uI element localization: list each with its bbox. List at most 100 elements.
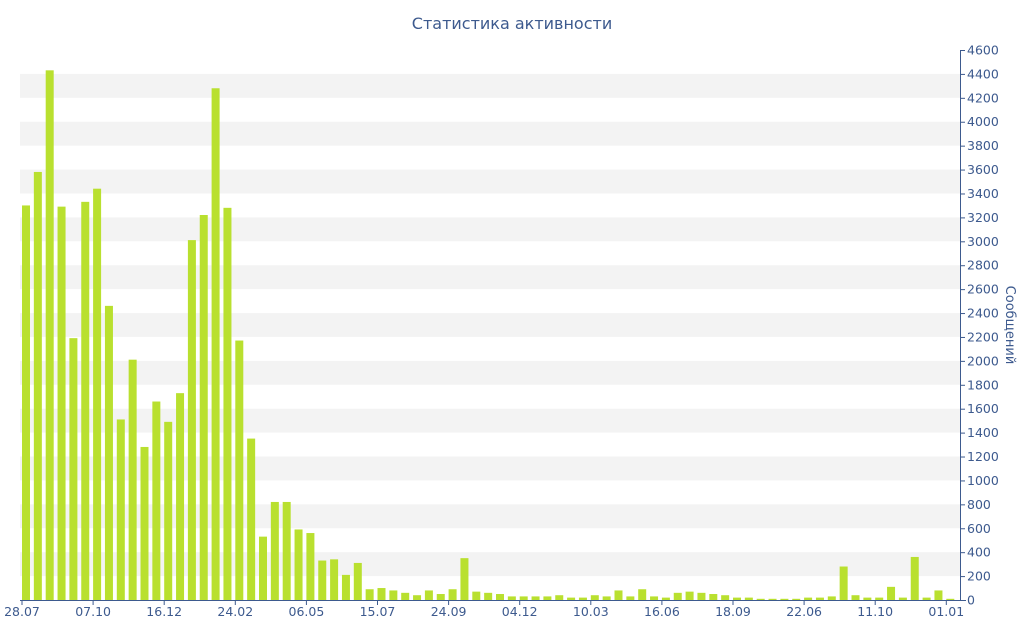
bar[interactable] — [93, 188, 102, 600]
bar[interactable] — [792, 598, 801, 600]
bar[interactable] — [484, 592, 493, 600]
bar[interactable] — [910, 556, 919, 600]
grid-band — [20, 169, 960, 194]
bar[interactable] — [235, 340, 244, 600]
bar[interactable] — [815, 597, 824, 600]
bar[interactable] — [377, 588, 386, 600]
bar[interactable] — [152, 401, 161, 600]
bar[interactable] — [934, 590, 943, 600]
bar[interactable] — [507, 596, 516, 600]
bar[interactable] — [590, 595, 599, 600]
bar[interactable] — [22, 205, 30, 600]
bar[interactable] — [756, 598, 765, 600]
bar[interactable] — [45, 70, 54, 600]
bar[interactable] — [697, 592, 706, 600]
bar[interactable] — [709, 594, 718, 600]
bar[interactable] — [389, 590, 398, 600]
bar[interactable] — [176, 393, 185, 600]
bar[interactable] — [341, 574, 350, 600]
x-tick-label: 22.06 — [786, 604, 822, 619]
grid-band — [20, 360, 960, 385]
bar[interactable] — [472, 591, 481, 600]
bar[interactable] — [413, 595, 422, 600]
bar[interactable] — [827, 596, 836, 600]
bar[interactable] — [448, 589, 457, 600]
y-tick-label: 3800 — [967, 138, 999, 153]
bar[interactable] — [638, 589, 647, 600]
bar[interactable] — [187, 240, 196, 600]
bar[interactable] — [270, 501, 279, 600]
bar[interactable] — [81, 201, 90, 600]
y-tick-label: 2600 — [967, 282, 999, 297]
bar[interactable] — [543, 596, 552, 600]
bar[interactable] — [650, 596, 659, 600]
bar[interactable] — [247, 438, 256, 600]
bar[interactable] — [318, 560, 327, 600]
bar[interactable] — [555, 595, 564, 600]
y-tick-label: 1400 — [967, 425, 999, 440]
bar[interactable] — [365, 589, 374, 600]
bar[interactable] — [661, 597, 670, 600]
bar[interactable] — [140, 446, 149, 600]
bar[interactable] — [626, 596, 635, 600]
bar[interactable] — [496, 594, 504, 600]
bar[interactable] — [57, 206, 66, 600]
bar[interactable] — [104, 305, 113, 600]
bar[interactable] — [875, 597, 884, 600]
bar[interactable] — [401, 592, 410, 600]
bar[interactable] — [33, 171, 42, 600]
bar[interactable] — [69, 338, 78, 600]
bar[interactable] — [685, 591, 694, 600]
grid-band — [20, 217, 960, 242]
y-axis-label: Сообщений — [1002, 286, 1017, 365]
bar[interactable] — [460, 558, 469, 600]
bar[interactable] — [946, 598, 955, 600]
bar[interactable] — [164, 421, 173, 600]
grid-bands — [20, 73, 960, 577]
bar[interactable] — [614, 590, 623, 600]
bar[interactable] — [282, 501, 291, 600]
bar[interactable] — [353, 562, 362, 600]
bar[interactable] — [602, 596, 611, 600]
x-tick-label: 07.10 — [75, 604, 111, 619]
y-tick-label: 2400 — [967, 306, 999, 321]
y-tick-label: 200 — [967, 569, 991, 584]
bar[interactable] — [768, 598, 777, 600]
bar[interactable] — [887, 586, 896, 600]
bar[interactable] — [306, 533, 315, 600]
bar[interactable] — [567, 597, 576, 600]
y-tick-label: 3400 — [967, 186, 999, 201]
y-tick-label: 3200 — [967, 210, 999, 225]
bar[interactable] — [199, 215, 208, 600]
y-tick-label: 4400 — [967, 66, 999, 81]
y-tick-label: 1000 — [967, 473, 999, 488]
bar[interactable] — [673, 592, 682, 600]
bar[interactable] — [128, 359, 137, 600]
bar[interactable] — [531, 596, 540, 600]
bar[interactable] — [519, 596, 528, 600]
bar[interactable] — [330, 559, 339, 600]
bar[interactable] — [839, 566, 848, 600]
bar[interactable] — [436, 594, 445, 600]
bar[interactable] — [851, 595, 860, 600]
bar[interactable] — [804, 597, 813, 600]
bar[interactable] — [211, 88, 220, 601]
bar[interactable] — [294, 529, 303, 600]
bar[interactable] — [578, 597, 587, 600]
y-tick-label: 4200 — [967, 90, 999, 105]
bar[interactable] — [259, 536, 267, 600]
bar[interactable] — [780, 598, 789, 600]
bar[interactable] — [116, 419, 125, 600]
bar[interactable] — [922, 597, 931, 600]
bar[interactable] — [223, 207, 232, 600]
bar[interactable] — [721, 595, 730, 600]
x-tick-label: 10.03 — [573, 604, 609, 619]
bar[interactable] — [744, 597, 753, 600]
bar[interactable] — [424, 590, 433, 600]
bar[interactable] — [863, 597, 872, 600]
bar[interactable] — [898, 597, 907, 600]
chart-title: Статистика активности — [411, 14, 613, 33]
x-tick-label: 01.01 — [928, 604, 964, 619]
bar[interactable] — [733, 597, 741, 600]
